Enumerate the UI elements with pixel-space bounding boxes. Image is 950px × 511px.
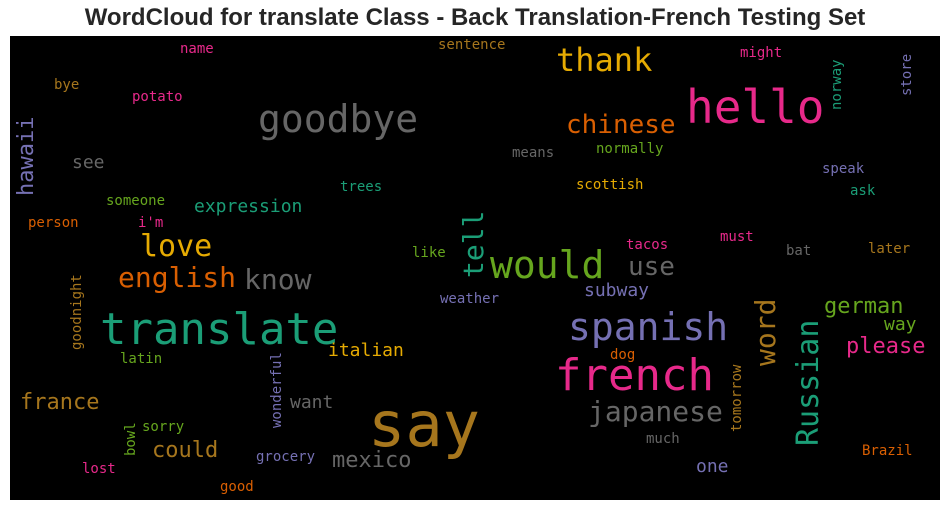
- word-tell: tell: [457, 210, 490, 278]
- word-latin: latin: [120, 351, 163, 367]
- word-france: france: [20, 390, 100, 415]
- word-someone: someone: [106, 193, 166, 209]
- word-scottish: scottish: [576, 177, 644, 193]
- word-brazil: Brazil: [862, 443, 913, 459]
- word-word: word: [749, 298, 782, 366]
- word-german: german: [824, 294, 904, 319]
- word-speak: speak: [822, 161, 865, 177]
- word-english: english: [118, 261, 237, 294]
- word-russian: Russian: [791, 319, 826, 446]
- word-spanish: spanish: [568, 305, 729, 349]
- word-hawaii: hawaii: [14, 116, 39, 196]
- word-see: see: [72, 152, 105, 173]
- word-norway: norway: [829, 59, 845, 110]
- word-weather: weather: [440, 291, 500, 307]
- word-say: say: [368, 388, 480, 461]
- word-dog: dog: [610, 347, 636, 363]
- word-ask: ask: [850, 183, 876, 199]
- word-italian: italian: [328, 340, 404, 361]
- word-sentence: sentence: [438, 37, 506, 53]
- chart-title: WordCloud for translate Class - Back Tra…: [84, 4, 866, 31]
- word-french: french: [555, 350, 714, 401]
- word-im: i'm: [138, 215, 164, 231]
- word-name: name: [180, 41, 214, 57]
- word-could: could: [152, 438, 219, 463]
- word-tomorrow: tomorrow: [729, 364, 745, 432]
- word-person: person: [28, 215, 79, 231]
- word-mexico: mexico: [332, 448, 412, 473]
- word-chinese: chinese: [566, 110, 676, 140]
- word-want: want: [290, 392, 334, 413]
- word-please: please: [846, 334, 926, 359]
- word-like: like: [412, 245, 446, 261]
- word-tacos: tacos: [626, 237, 669, 253]
- word-trees: trees: [340, 179, 383, 195]
- word-later: later: [868, 241, 911, 257]
- word-one: one: [696, 456, 729, 477]
- word-way: way: [884, 314, 917, 335]
- word-love: love: [140, 229, 213, 264]
- word-potato: potato: [132, 89, 183, 105]
- word-good: good: [220, 479, 254, 495]
- word-much: much: [646, 431, 680, 447]
- word-would: would: [490, 243, 605, 287]
- word-translate: translate: [100, 304, 339, 355]
- word-normally: normally: [596, 141, 664, 157]
- word-subway: subway: [584, 280, 650, 301]
- word-store: store: [899, 53, 915, 96]
- word-expression: expression: [194, 196, 303, 217]
- word-grocery: grocery: [256, 449, 316, 465]
- word-sorry: sorry: [142, 419, 185, 435]
- word-cloud: say hello translate goodbye french spani…: [10, 36, 940, 500]
- word-know: know: [244, 263, 312, 296]
- word-means: means: [512, 145, 555, 161]
- word-bye: bye: [54, 77, 80, 93]
- word-goodbye: goodbye: [258, 97, 419, 141]
- word-hello: hello: [686, 80, 825, 134]
- word-use: use: [628, 252, 675, 282]
- word-lost: lost: [82, 461, 116, 477]
- word-might: might: [740, 45, 783, 61]
- word-bowl: bowl: [123, 422, 139, 456]
- word-goodnight: goodnight: [69, 274, 85, 350]
- word-japanese: japanese: [588, 395, 723, 428]
- word-must: must: [720, 229, 754, 245]
- word-bat: bat: [786, 243, 812, 259]
- word-wonderful: wonderful: [269, 352, 285, 428]
- word-thank: thank: [556, 41, 653, 79]
